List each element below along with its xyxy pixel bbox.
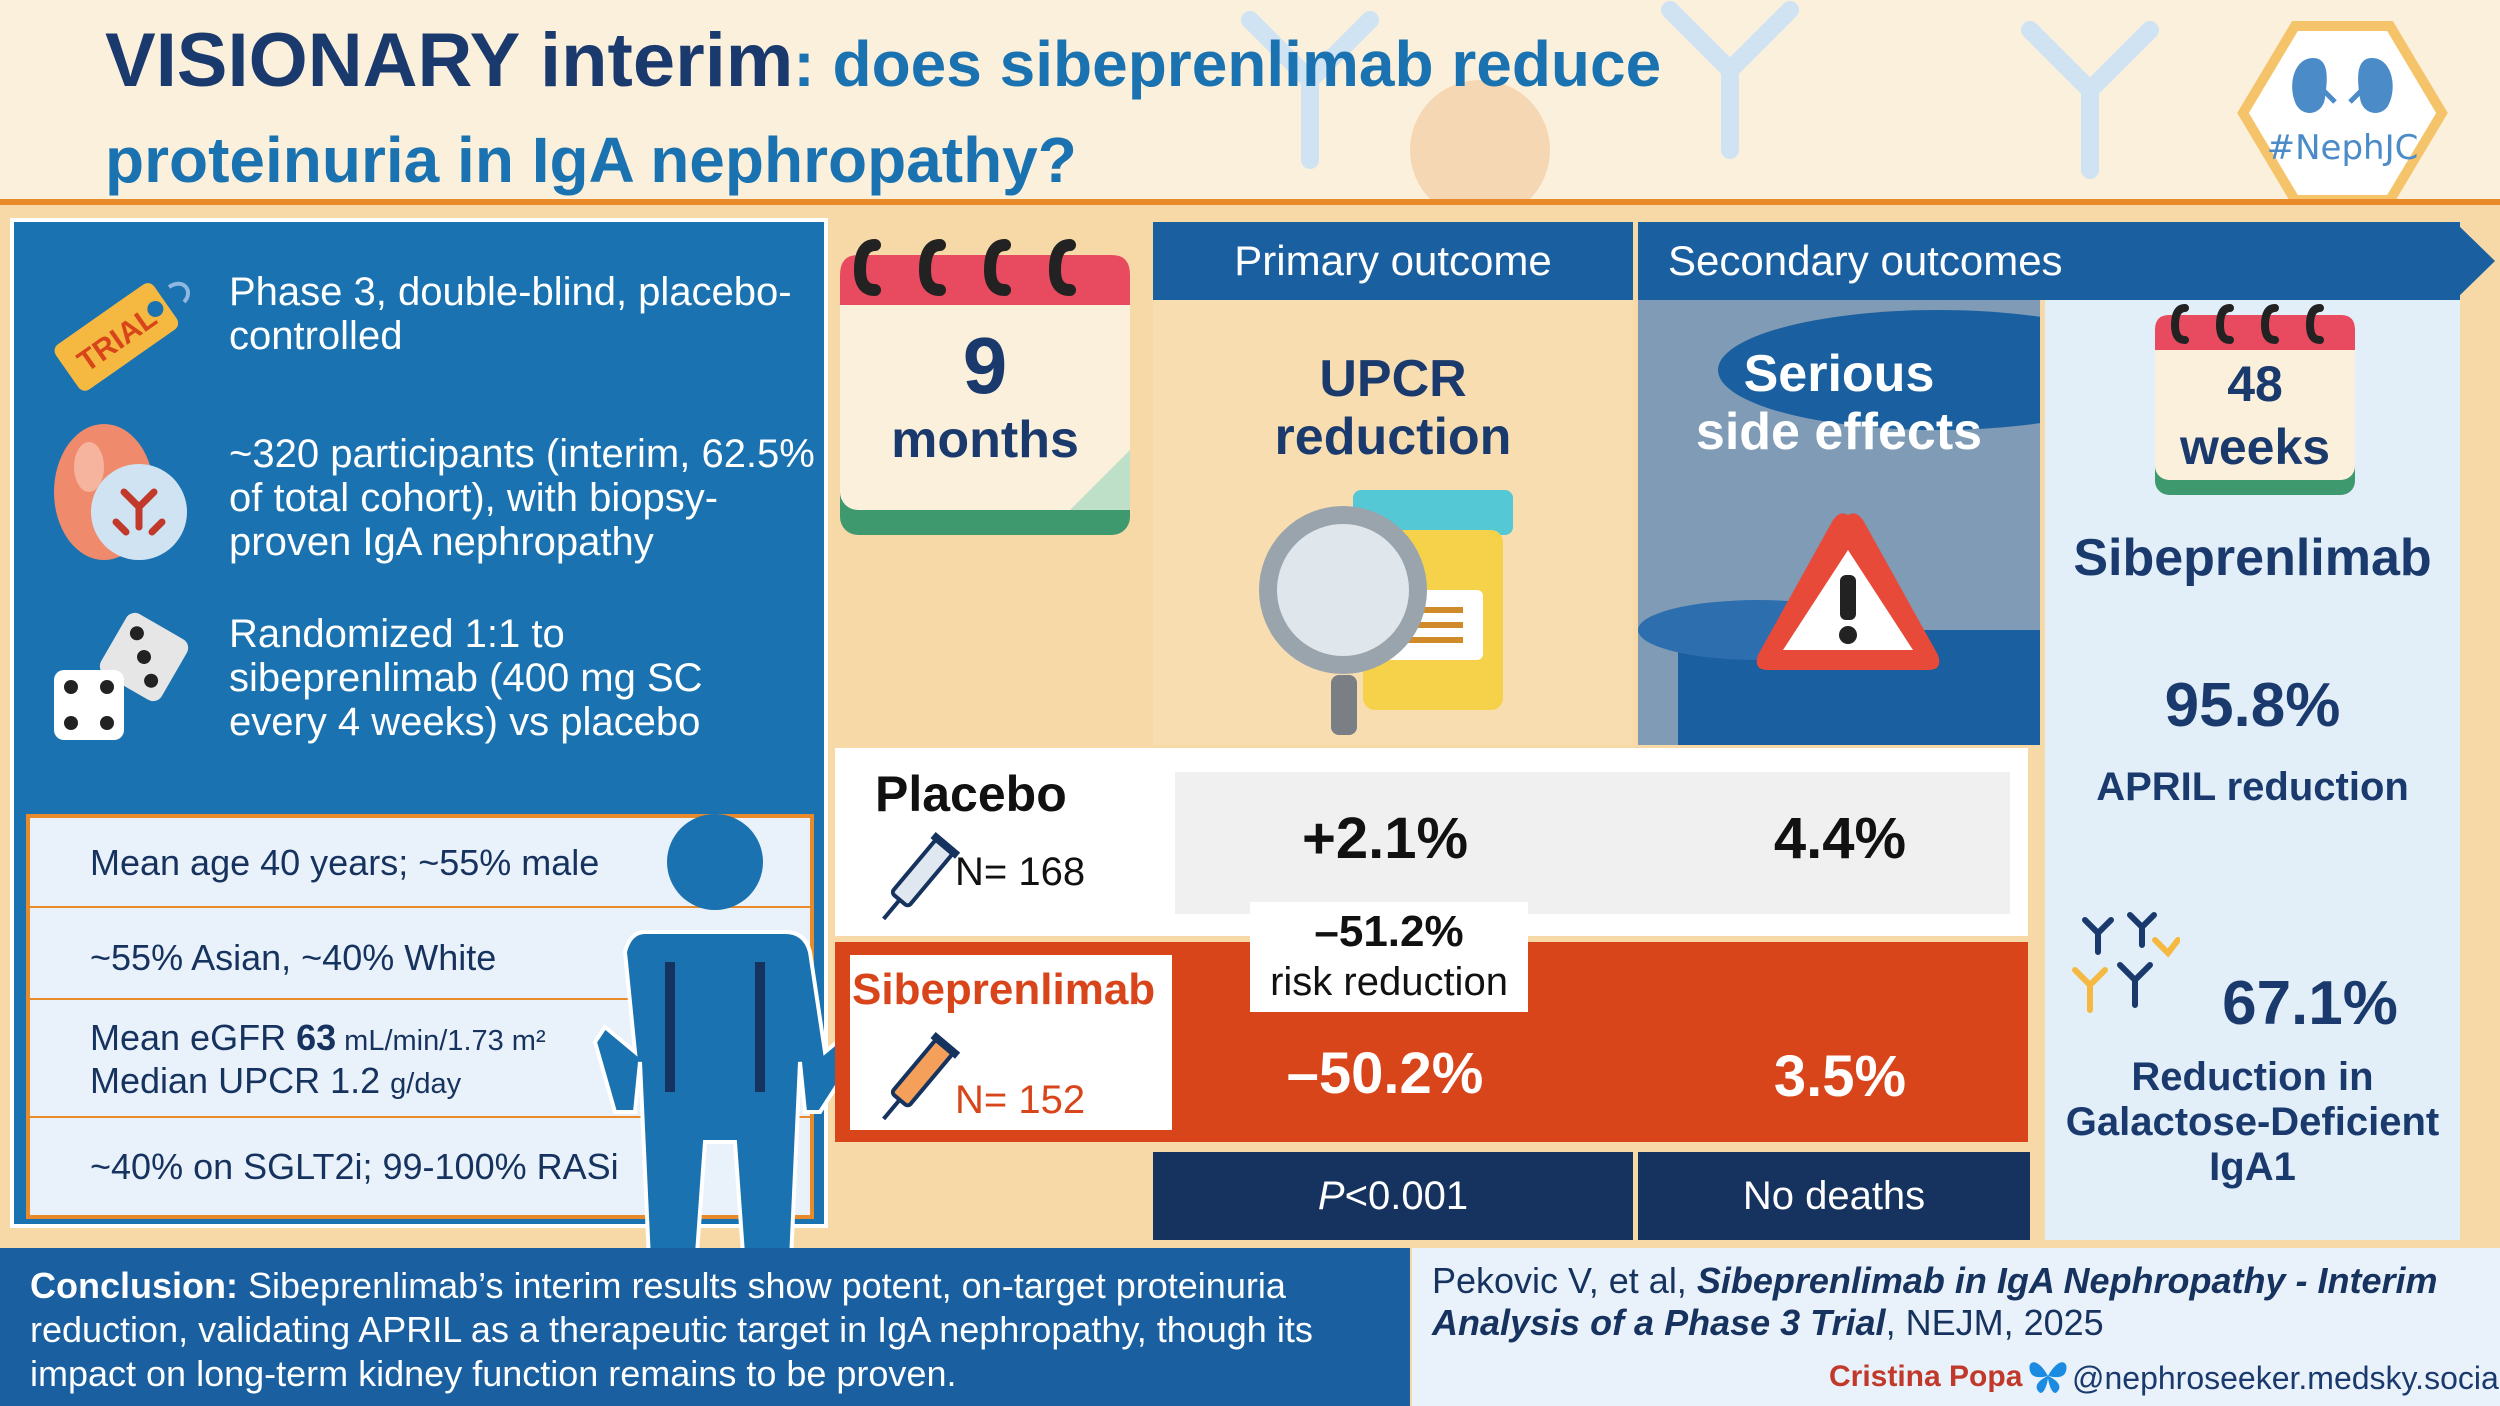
- nephjc-logo: #NephJC: [2235, 18, 2450, 199]
- baseline-race-text: ~55% Asian, ~40% White: [90, 937, 497, 978]
- conclusion-box: Conclusion: Sibeprenlimab’s interim resu…: [0, 1248, 1410, 1406]
- followup-unit: weeks: [2179, 419, 2331, 475]
- upcr-label: UPCR reduction: [1153, 350, 1633, 466]
- p-value: <0.001: [1344, 1174, 1469, 1218]
- sibeprenlimab-sae-value: 3.5%: [1773, 1044, 1907, 1109]
- social-handle[interactable]: @nephroseeker.medsky.social: [2072, 1360, 2500, 1396]
- risk-reduction-label: risk reduction: [1270, 960, 1508, 1004]
- deaths-box: No deaths: [1638, 1152, 2030, 1240]
- april-reduction-label: APRIL reduction: [2096, 765, 2409, 809]
- followup-value: 48: [2227, 356, 2283, 412]
- risk-reduction-value: –51.2%: [1314, 907, 1464, 956]
- kidney-antibody-icon: [54, 424, 187, 560]
- gd-label-line2: Galactose-Deficient: [2065, 1100, 2440, 1144]
- sae-label-line1: Serious: [1743, 345, 1935, 403]
- baseline-row-race: ~55% Asian, ~40% White: [30, 908, 810, 1000]
- antibody-background-icon: [1241, 1, 2159, 199]
- conclusion-text: Sibeprenlimab’s interim results show pot…: [30, 1265, 1313, 1394]
- baseline-upcr-unit: g/day: [390, 1068, 462, 1100]
- baseline-row-meds: ~40% on SGLT2i; 99-100% RASi: [30, 1118, 810, 1215]
- header: VISIONARY interim: does sibeprenlimab re…: [0, 0, 2500, 205]
- duration-calendar: 9 months: [835, 225, 1135, 545]
- design-item-participants: ~320 participants (interim, 62.5% of tot…: [229, 432, 815, 564]
- baseline-meds-text: ~40% on SGLT2i; 99-100% RASi: [90, 1146, 619, 1187]
- p-letter: P: [1317, 1174, 1345, 1218]
- butterfly-icon: [2029, 1362, 2067, 1393]
- design-item-phase: Phase 3, double-blind, placebo-controlle…: [229, 270, 792, 358]
- duration-unit: months: [891, 411, 1079, 469]
- header-arrow-shape: [2455, 222, 2495, 300]
- placebo-upcr-value: +2.1%: [1301, 806, 1469, 871]
- person-figure-icon: [592, 814, 868, 1282]
- risk-reduction-box: –51.2% risk reduction: [1250, 902, 1528, 1012]
- sibeprenlimab-upcr-value: –50.2%: [1286, 1041, 1484, 1106]
- title-question-part1: : does sibeprenlimab reduce: [793, 28, 1662, 100]
- author-credit: Cristina Popa: [1829, 1360, 2023, 1393]
- urine-cup-magnifier-icon: [1259, 490, 1513, 735]
- upcr-label-line2: reduction: [1274, 408, 1512, 466]
- sibeprenlimab-label: Sibeprenlimab: [852, 965, 1156, 1014]
- placebo-results-box: [1175, 772, 2010, 914]
- secondary-outcomes-header: Secondary outcomes: [1638, 222, 2460, 300]
- design-item-randomization: Randomized 1:1 to sibeprenlimab (400 mg …: [229, 612, 703, 744]
- gd-iga1-label: Reduction in Galactose-Deficient IgA1: [2045, 1055, 2460, 1190]
- citation-journal: , NEJM, 2025: [1885, 1302, 2104, 1343]
- sae-label-line2: side effects: [1695, 403, 1983, 461]
- calendar-small-icon: [2155, 304, 2355, 495]
- antibody-cluster-icon: [2072, 912, 2180, 1013]
- gd-label-line3: IgA1: [2209, 1145, 2296, 1189]
- placebo-n: N= 168: [955, 850, 1086, 894]
- placebo-label: Placebo: [875, 766, 1067, 822]
- page-title: VISIONARY interim: does sibeprenlimab re…: [105, 22, 2205, 199]
- placebo-sae-value: 4.4%: [1773, 806, 1907, 871]
- sibeprenlimab-n: N= 152: [955, 1078, 1086, 1122]
- citation-title: Sibeprenlimab in IgA Nephropathy - Inter…: [1432, 1260, 2438, 1343]
- trial-tag-icon: TRIAL: [54, 281, 190, 391]
- baseline-row-kidney: Mean eGFR 63 mL/min/1.73 m² Median UPCR …: [30, 1000, 810, 1118]
- upcr-column: UPCR reduction: [1153, 300, 1633, 745]
- citation-authors: Pekovic V, et al,: [1432, 1260, 1697, 1301]
- sae-label: Serious side effects: [1638, 345, 2040, 461]
- baseline-egfr-value: 63: [296, 1017, 337, 1058]
- syringe-icon: [882, 832, 961, 921]
- hexagon-kidney-icon: [2237, 21, 2448, 199]
- baseline-egfr-label: Mean eGFR: [90, 1017, 297, 1058]
- serious-side-effects-column: Serious side effects: [1638, 300, 2040, 745]
- baseline-upcr-label: Median UPCR 1.2: [90, 1060, 391, 1101]
- duration-value: 9: [962, 321, 1008, 410]
- gd-iga1-value: 67.1%: [2222, 969, 2398, 1038]
- citation-box: Pekovic V, et al, Sibeprenlimab in IgA N…: [1412, 1248, 2500, 1406]
- conclusion-lead: Conclusion:: [30, 1265, 238, 1306]
- calendar-icon: [840, 239, 1130, 535]
- citation-text: Pekovic V, et al, Sibeprenlimab in IgA N…: [1432, 1260, 2492, 1344]
- dice-icon: [54, 612, 189, 740]
- april-reduction-value: 95.8%: [2164, 671, 2341, 740]
- mechanism-drug-name: Sibeprenlimab: [2073, 529, 2432, 587]
- study-design-panel: TRIAL Phase 3, double-blind, placebo-con…: [10, 218, 828, 1228]
- logo-text: #NephJC: [2266, 128, 2419, 168]
- baseline-row-age: Mean age 40 years; ~55% male: [30, 818, 810, 908]
- baseline-egfr-unit: mL/min/1.73 m²: [336, 1025, 546, 1057]
- warning-icon: [1756, 513, 1940, 670]
- title-trial-name: VISIONARY interim: [105, 18, 794, 103]
- primary-outcome-header: Primary outcome: [1153, 222, 1633, 300]
- gd-label-line1: Reduction in: [2131, 1055, 2374, 1099]
- syringe-orange-icon: [882, 1032, 961, 1121]
- followup-calendar: 48 weeks: [2150, 300, 2360, 500]
- p-value-box: P<0.001: [1153, 1152, 1633, 1240]
- upcr-label-line1: UPCR: [1319, 350, 1467, 408]
- title-question-part2: proteinuria in IgA nephropathy?: [105, 124, 1077, 196]
- baseline-age-text: Mean age 40 years; ~55% male: [90, 842, 600, 883]
